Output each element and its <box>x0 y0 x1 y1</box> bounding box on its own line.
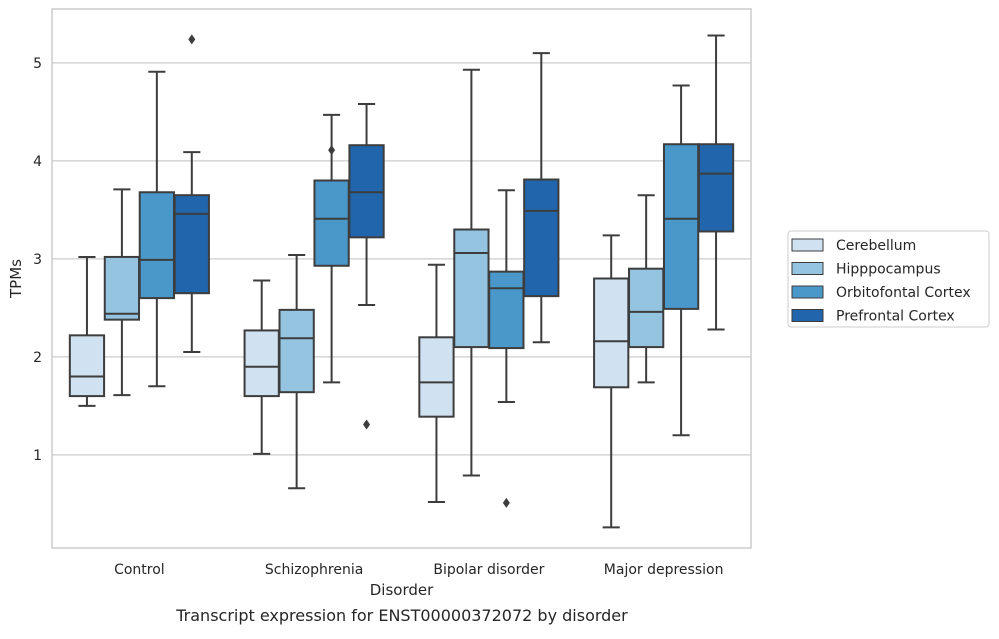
box <box>523 178 560 298</box>
axes: 1 2 3 4 5 Control Schizophrenia Bipolar disorde… <box>7 8 752 599</box>
box-group <box>523 52 560 344</box>
box <box>418 336 455 418</box>
box <box>68 334 106 398</box>
legend-swatch <box>791 238 824 252</box>
box <box>138 191 175 300</box>
x-tick-label: Schizophrenia <box>265 562 363 578</box>
box <box>278 308 315 394</box>
outlier-point <box>502 497 510 508</box>
box-group <box>593 234 630 529</box>
box-group <box>68 255 106 407</box>
legend-frame <box>787 230 990 328</box>
box <box>103 255 141 321</box>
legend-label: Orbitofontal Cortex <box>836 285 971 301</box>
box <box>173 194 210 295</box>
x-axis-label: Disorder <box>370 581 434 599</box>
box <box>628 267 665 349</box>
box-group <box>173 34 210 353</box>
y-tick-label: 3 <box>33 252 42 268</box>
x-tick-label: Major depression <box>604 562 724 578</box>
box <box>593 277 630 389</box>
legend: Cerebellum Hipppocampus Orbitofontal Corte… <box>787 230 990 328</box>
y-tick-label: 2 <box>33 350 42 366</box>
x-tick-label: Bipolar disorder <box>433 562 544 578</box>
y-axis-label: TPMs <box>7 259 25 299</box>
y-tick-label: 1 <box>33 448 42 464</box>
y-tick-label: 5 <box>33 56 42 72</box>
legend-swatch <box>791 309 824 322</box>
box-group <box>348 103 385 430</box>
box-group <box>138 70 175 388</box>
box <box>453 228 490 349</box>
box-group <box>103 188 141 397</box>
legend-swatch <box>791 262 824 275</box>
x-tick-label: Control <box>114 562 165 578</box>
box <box>243 329 280 398</box>
box <box>488 270 525 350</box>
legend-label: Cerebellum <box>836 238 916 254</box>
legend-label: Hipppocampus <box>836 262 941 278</box>
box-group <box>662 84 700 437</box>
box <box>662 143 700 310</box>
outlier-point <box>188 34 196 45</box>
box-group <box>313 113 350 384</box>
box-group <box>243 279 280 455</box>
box-group <box>697 34 735 331</box>
outlier-point <box>328 145 336 156</box>
box-group <box>488 189 525 508</box>
y-tick-label: 4 <box>33 154 42 170</box>
box <box>313 179 350 267</box>
boxes <box>68 34 735 529</box>
chart-caption: Transcript expression for ENST0000037207… <box>176 606 628 625</box>
plot-frame <box>51 8 752 549</box>
box-group <box>278 253 315 490</box>
legend-label: Prefrontal Cortex <box>836 309 955 325</box>
legend-swatch <box>791 285 824 299</box>
box <box>697 143 735 233</box>
box-group <box>418 263 455 503</box>
outlier-point <box>363 419 371 430</box>
